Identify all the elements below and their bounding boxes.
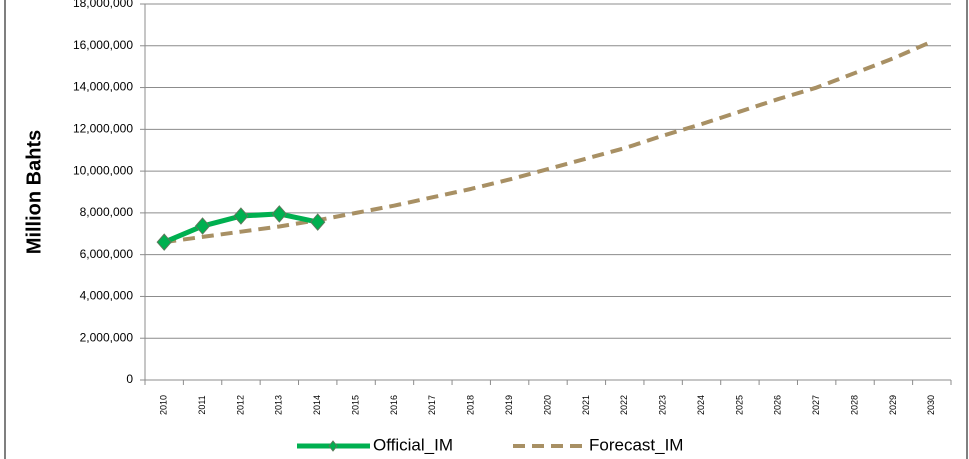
x-tick-label: 2015 [350, 395, 360, 415]
y-tick-label: 4,000,000 [80, 289, 134, 303]
x-tick-label: 2016 [389, 395, 399, 415]
legend-label: Forecast_IM [589, 435, 683, 454]
x-tick-label: 2012 [235, 395, 245, 415]
y-tick-label: 8,000,000 [80, 205, 134, 219]
x-tick-label: 2026 [773, 395, 783, 415]
x-tick-label: 2023 [658, 395, 668, 415]
y-tick-label: 14,000,000 [73, 80, 133, 94]
data-point [233, 207, 249, 225]
x-tick-label: 2025 [734, 395, 744, 415]
y-tick-label: 12,000,000 [73, 122, 133, 136]
chart-frame [4, 0, 968, 459]
y-tick-label: 0 [126, 372, 133, 386]
legend-label: Official_IM [373, 435, 453, 454]
y-tick-label: 10,000,000 [73, 163, 133, 177]
x-tick-label: 2014 [312, 395, 322, 415]
x-tick-label: 2030 [926, 395, 936, 415]
x-tick-label: 2024 [696, 395, 706, 415]
x-tick-label: 2013 [274, 395, 284, 415]
y-tick-label: 18,000,000 [73, 0, 133, 10]
data-point [194, 217, 211, 235]
x-tick-label: 2010 [159, 395, 169, 415]
y-tick-label: 16,000,000 [73, 38, 133, 52]
x-tick-label: 2018 [466, 395, 476, 415]
x-tick-label: 2011 [197, 395, 207, 414]
x-tick-label: 2027 [811, 395, 821, 415]
x-tick-label: 2022 [619, 395, 629, 415]
x-tick-label: 2029 [888, 395, 898, 415]
data-point [310, 213, 326, 231]
data-point [156, 233, 172, 251]
x-tick-label: 2017 [427, 395, 437, 415]
y-tick-label: 2,000,000 [80, 330, 134, 344]
x-tick-label: 2019 [504, 395, 514, 415]
x-tick-label: 2021 [581, 395, 591, 415]
y-axis-label: Million Bahts [23, 130, 45, 254]
series-line [163, 39, 933, 245]
data-point [271, 205, 287, 223]
legend-marker [328, 440, 338, 452]
x-tick-label: 2020 [542, 395, 552, 415]
y-tick-label: 6,000,000 [80, 247, 134, 261]
x-tick-label: 2028 [849, 395, 859, 415]
